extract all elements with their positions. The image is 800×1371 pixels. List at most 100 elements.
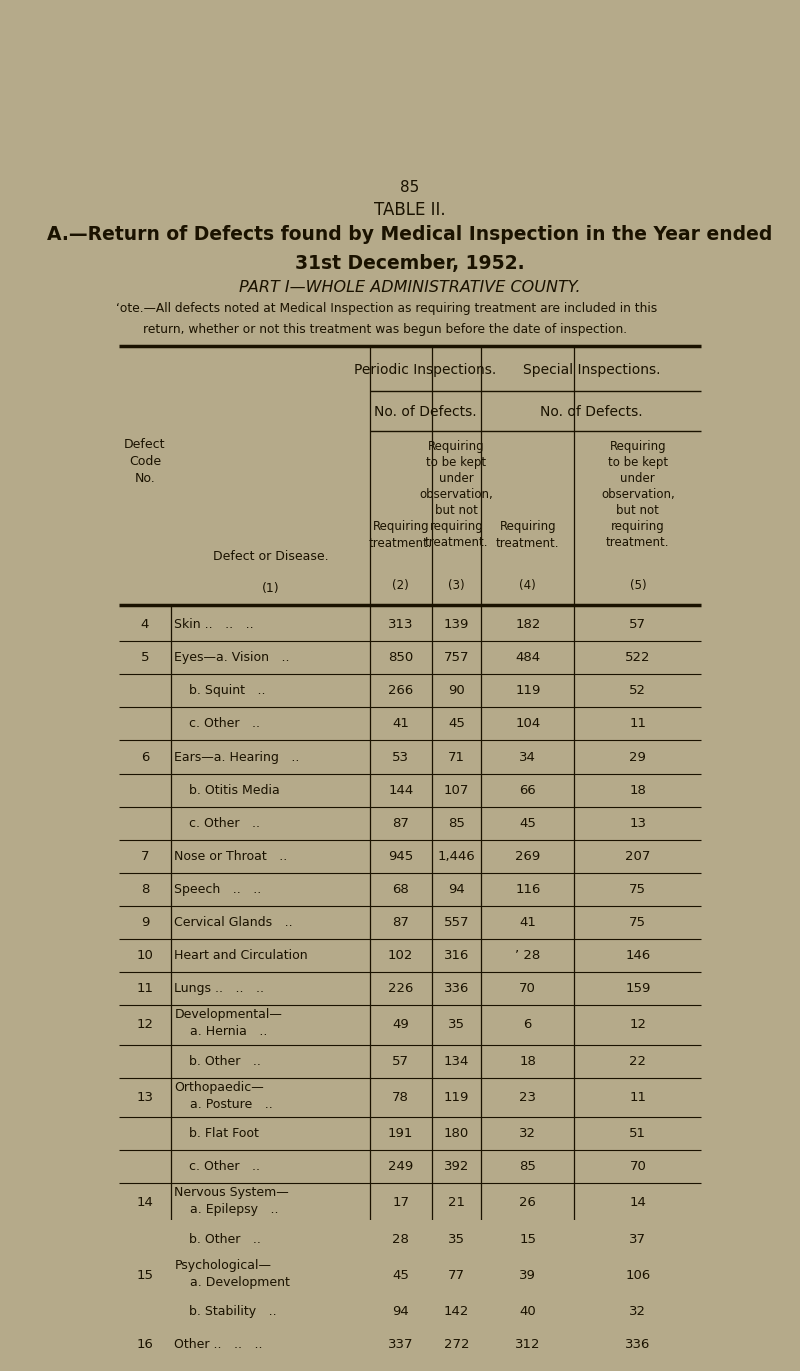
Text: PART I—WHOLE ADMINISTRATIVE COUNTY.: PART I—WHOLE ADMINISTRATIVE COUNTY.	[239, 280, 581, 295]
Text: (2): (2)	[392, 579, 409, 592]
Text: b. Other ..: b. Other ..	[189, 1233, 261, 1246]
Text: 31st December, 1952.: 31st December, 1952.	[295, 254, 525, 273]
Text: 14: 14	[630, 1197, 646, 1209]
Text: 35: 35	[448, 1019, 465, 1031]
Text: 1,446: 1,446	[438, 850, 475, 862]
Text: b. Squint ..: b. Squint ..	[189, 684, 265, 698]
Text: Requiring
treatment.: Requiring treatment.	[369, 520, 433, 550]
Text: 107: 107	[444, 784, 469, 797]
Text: 16: 16	[137, 1338, 154, 1350]
Text: 45: 45	[448, 717, 465, 731]
Text: 757: 757	[444, 651, 470, 664]
Text: Lungs .. .. ..: Lungs .. .. ..	[174, 982, 264, 995]
Text: (5): (5)	[630, 579, 646, 592]
Text: 34: 34	[519, 750, 536, 764]
Text: Eyes—a. Vision ..: Eyes—a. Vision ..	[174, 651, 290, 664]
Text: 106: 106	[626, 1268, 650, 1282]
Text: 45: 45	[519, 817, 536, 829]
Text: 119: 119	[515, 684, 541, 698]
Text: 90: 90	[448, 684, 465, 698]
Text: 32: 32	[519, 1127, 536, 1141]
Text: b. Flat Foot: b. Flat Foot	[189, 1127, 258, 1141]
Text: 6: 6	[141, 750, 149, 764]
Text: 313: 313	[388, 618, 414, 631]
Text: 8: 8	[141, 883, 149, 897]
Text: Periodic Inspections.: Periodic Inspections.	[354, 363, 497, 377]
Text: 17: 17	[392, 1197, 409, 1209]
Text: 11: 11	[630, 1091, 646, 1104]
Text: 337: 337	[388, 1338, 414, 1350]
Text: Defect or Disease.: Defect or Disease.	[213, 550, 328, 562]
Text: 142: 142	[444, 1305, 469, 1318]
Text: b. Other ..: b. Other ..	[189, 1054, 261, 1068]
Text: Skin .. .. ..: Skin .. .. ..	[174, 618, 254, 631]
Text: 12: 12	[630, 1019, 646, 1031]
Text: 5: 5	[141, 651, 149, 664]
Text: 14: 14	[137, 1197, 154, 1209]
Text: 57: 57	[392, 1054, 409, 1068]
Text: 52: 52	[630, 684, 646, 698]
Text: (1): (1)	[262, 581, 279, 595]
Text: 316: 316	[444, 949, 469, 962]
Text: Requiring
treatment.: Requiring treatment.	[496, 520, 559, 550]
Text: 15: 15	[137, 1268, 154, 1282]
Text: 39: 39	[519, 1268, 536, 1282]
Text: 68: 68	[392, 883, 409, 897]
Text: a. Hernia ..: a. Hernia ..	[190, 1026, 267, 1038]
Text: 49: 49	[392, 1019, 409, 1031]
Text: 12: 12	[137, 1019, 154, 1031]
Text: 10: 10	[137, 949, 154, 962]
Text: Requiring
to be kept
under
observation,
but not
requiring
treatment.: Requiring to be kept under observation, …	[601, 440, 674, 550]
Text: 11: 11	[137, 982, 154, 995]
Text: return, whether or not this treatment was begun before the date of inspection.: return, whether or not this treatment wa…	[143, 324, 627, 336]
Text: 207: 207	[625, 850, 650, 862]
Text: 159: 159	[625, 982, 650, 995]
Text: 119: 119	[444, 1091, 469, 1104]
Text: ’ 28: ’ 28	[515, 949, 541, 962]
Text: Psychological—: Psychological—	[174, 1259, 271, 1272]
Text: 557: 557	[444, 916, 470, 930]
Text: 312: 312	[515, 1338, 541, 1350]
Text: 21: 21	[448, 1197, 465, 1209]
Text: 139: 139	[444, 618, 469, 631]
Text: 37: 37	[630, 1233, 646, 1246]
Text: a. Epilepsy ..: a. Epilepsy ..	[190, 1204, 278, 1216]
Text: c. Other ..: c. Other ..	[189, 1160, 260, 1174]
Text: 13: 13	[137, 1091, 154, 1104]
Text: 134: 134	[444, 1054, 469, 1068]
Text: 6: 6	[524, 1019, 532, 1031]
Text: 11: 11	[630, 717, 646, 731]
Text: 85: 85	[400, 180, 420, 195]
Text: 392: 392	[444, 1160, 469, 1174]
Text: 18: 18	[630, 784, 646, 797]
Text: 226: 226	[388, 982, 414, 995]
Text: No. of Defects.: No. of Defects.	[374, 404, 477, 418]
Text: 35: 35	[448, 1233, 465, 1246]
Text: 70: 70	[519, 982, 536, 995]
Text: 87: 87	[392, 916, 409, 930]
Text: 77: 77	[448, 1268, 465, 1282]
Text: 87: 87	[392, 817, 409, 829]
Text: 32: 32	[630, 1305, 646, 1318]
Text: Special Inspections.: Special Inspections.	[522, 363, 660, 377]
Text: 23: 23	[519, 1091, 536, 1104]
Text: 7: 7	[141, 850, 149, 862]
Text: c. Other ..: c. Other ..	[189, 817, 260, 829]
Text: 15: 15	[519, 1233, 536, 1246]
Text: Nervous System—: Nervous System—	[174, 1186, 289, 1200]
Text: 85: 85	[519, 1160, 536, 1174]
Text: 40: 40	[519, 1305, 536, 1318]
Text: Developmental—: Developmental—	[174, 1009, 282, 1021]
Text: 53: 53	[392, 750, 409, 764]
Text: 180: 180	[444, 1127, 469, 1141]
Text: 269: 269	[515, 850, 541, 862]
Text: b. Otitis Media: b. Otitis Media	[189, 784, 279, 797]
Text: a. Posture ..: a. Posture ..	[190, 1098, 273, 1111]
Text: 22: 22	[630, 1054, 646, 1068]
Text: Orthopaedic—: Orthopaedic—	[174, 1080, 264, 1094]
Text: 78: 78	[392, 1091, 409, 1104]
Text: 57: 57	[630, 618, 646, 631]
Text: 4: 4	[141, 618, 149, 631]
Text: ‘ote.—All defects noted at Medical Inspection as requiring treatment are include: ‘ote.—All defects noted at Medical Inspe…	[115, 302, 657, 314]
Text: Speech .. ..: Speech .. ..	[174, 883, 262, 897]
